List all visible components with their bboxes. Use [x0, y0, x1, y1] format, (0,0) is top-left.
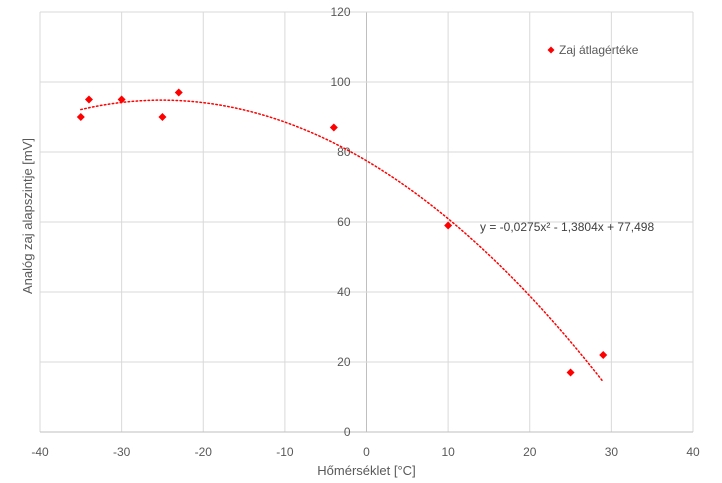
x-tick-label: 0 — [363, 445, 370, 459]
legend-marker-diamond — [547, 46, 555, 54]
x-tick-label: -10 — [276, 445, 294, 459]
y-tick-labels: 0 20 40 60 80 100 120 — [330, 5, 350, 439]
data-point — [329, 123, 338, 132]
y-axis-title: Analóg zaj alapszintje [mV] — [20, 138, 35, 294]
y-tick-label: 0 — [344, 425, 351, 439]
x-tick-labels: -40 -30 -20 -10 0 10 20 30 40 — [31, 445, 700, 459]
data-point — [599, 351, 608, 359]
y-tick-label: 40 — [337, 285, 351, 299]
y-tick-label: 20 — [337, 355, 351, 369]
x-tick-label: 30 — [605, 445, 619, 459]
y-tick-label: 100 — [330, 75, 350, 89]
x-tick-label: 40 — [686, 445, 700, 459]
data-point — [158, 113, 167, 121]
data-point — [76, 113, 85, 121]
legend-label: Zaj átlagértéke — [559, 43, 639, 57]
x-tick-label: -30 — [113, 445, 131, 459]
trendline — [80, 99, 604, 383]
y-tick-label: 60 — [337, 215, 351, 229]
y-tick-label: 80 — [337, 145, 351, 159]
data-point — [444, 221, 453, 230]
x-axis-title: Hőmérséklet [°C] — [317, 463, 415, 478]
data-point — [566, 368, 575, 377]
y-tick-label: 120 — [330, 5, 350, 19]
data-point — [174, 88, 183, 97]
data-point — [117, 95, 126, 104]
trendline-equation: y = -0,0275x² - 1,3804x + 77,498 — [480, 220, 654, 234]
x-tick-label: 20 — [523, 445, 537, 459]
x-tick-label: -20 — [195, 445, 213, 459]
legend: Zaj átlagértéke — [547, 43, 639, 57]
x-tick-label: -40 — [31, 445, 49, 459]
data-points — [76, 88, 608, 377]
y-gridlines — [40, 11, 693, 433]
x-tick-label: 10 — [441, 445, 455, 459]
data-point — [84, 95, 93, 104]
